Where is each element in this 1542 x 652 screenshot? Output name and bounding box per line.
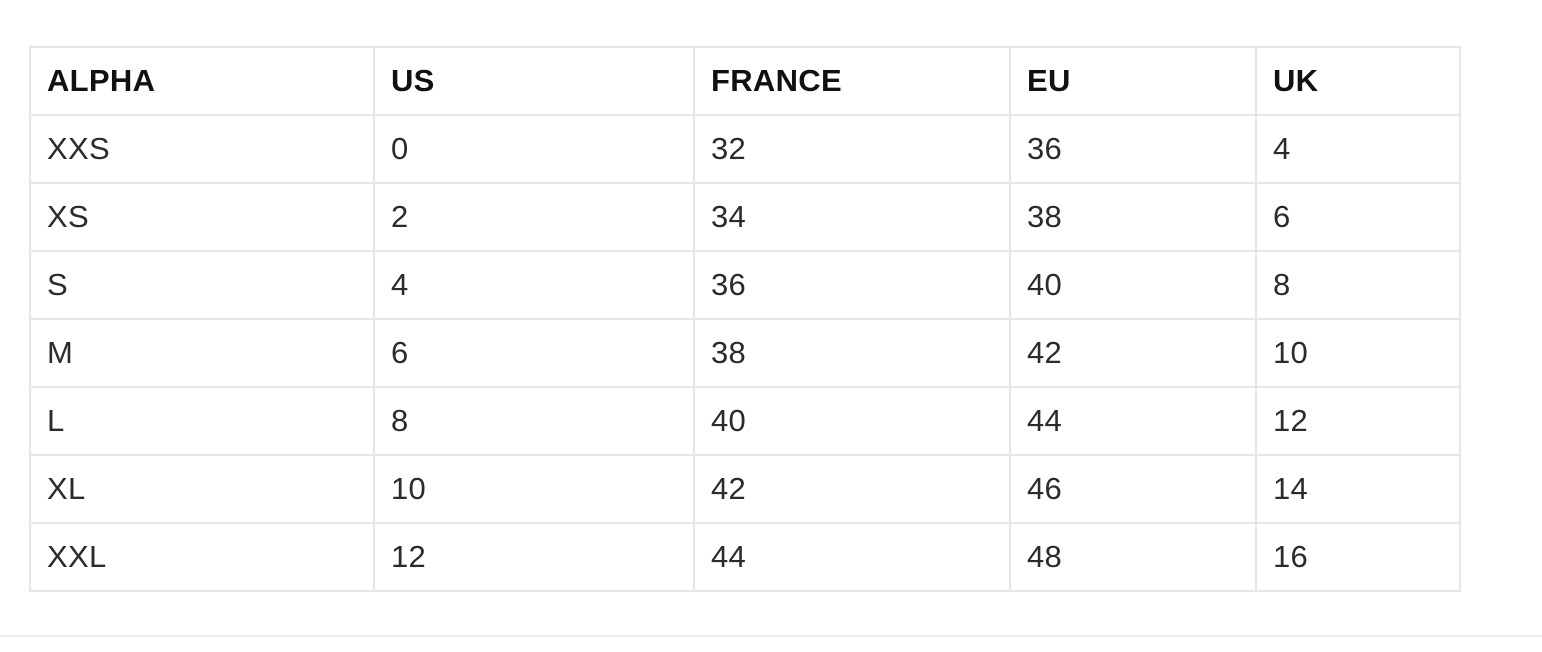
cell-uk: 10 bbox=[1255, 318, 1461, 388]
cell-uk: 4 bbox=[1255, 114, 1461, 184]
cell-france: 38 bbox=[693, 318, 1011, 388]
table-row: XXL 12 44 48 16 bbox=[29, 522, 1461, 592]
header-uk: UK bbox=[1255, 46, 1461, 116]
cell-alpha: M bbox=[29, 318, 375, 388]
cell-france: 44 bbox=[693, 522, 1011, 592]
cell-france: 40 bbox=[693, 386, 1011, 456]
cell-us: 2 bbox=[373, 182, 695, 252]
cell-alpha: XL bbox=[29, 454, 375, 524]
cell-us: 12 bbox=[373, 522, 695, 592]
size-chart-body: XXS 0 32 36 4 XS 2 34 38 6 S 4 36 40 8 bbox=[29, 114, 1461, 592]
cell-eu: 36 bbox=[1009, 114, 1257, 184]
header-us: US bbox=[373, 46, 695, 116]
cell-alpha: XXS bbox=[29, 114, 375, 184]
cell-france: 34 bbox=[693, 182, 1011, 252]
cell-france: 36 bbox=[693, 250, 1011, 320]
cell-france: 32 bbox=[693, 114, 1011, 184]
cell-us: 6 bbox=[373, 318, 695, 388]
header-eu: EU bbox=[1009, 46, 1257, 116]
size-chart-table: ALPHA US FRANCE EU UK XXS 0 32 36 4 XS 2… bbox=[29, 46, 1461, 592]
bottom-divider bbox=[0, 635, 1542, 637]
cell-us: 10 bbox=[373, 454, 695, 524]
cell-alpha: S bbox=[29, 250, 375, 320]
cell-us: 8 bbox=[373, 386, 695, 456]
table-row: L 8 40 44 12 bbox=[29, 386, 1461, 456]
cell-uk: 6 bbox=[1255, 182, 1461, 252]
cell-uk: 14 bbox=[1255, 454, 1461, 524]
cell-us: 0 bbox=[373, 114, 695, 184]
cell-eu: 40 bbox=[1009, 250, 1257, 320]
cell-alpha: XXL bbox=[29, 522, 375, 592]
table-row: XL 10 42 46 14 bbox=[29, 454, 1461, 524]
cell-uk: 8 bbox=[1255, 250, 1461, 320]
cell-uk: 16 bbox=[1255, 522, 1461, 592]
size-chart-header: ALPHA US FRANCE EU UK bbox=[29, 46, 1461, 116]
cell-alpha: L bbox=[29, 386, 375, 456]
table-row: XS 2 34 38 6 bbox=[29, 182, 1461, 252]
header-alpha: ALPHA bbox=[29, 46, 375, 116]
cell-uk: 12 bbox=[1255, 386, 1461, 456]
cell-eu: 42 bbox=[1009, 318, 1257, 388]
cell-eu: 46 bbox=[1009, 454, 1257, 524]
cell-alpha: XS bbox=[29, 182, 375, 252]
cell-us: 4 bbox=[373, 250, 695, 320]
table-row: M 6 38 42 10 bbox=[29, 318, 1461, 388]
cell-eu: 38 bbox=[1009, 182, 1257, 252]
table-row: XXS 0 32 36 4 bbox=[29, 114, 1461, 184]
cell-eu: 44 bbox=[1009, 386, 1257, 456]
header-row: ALPHA US FRANCE EU UK bbox=[29, 46, 1461, 116]
cell-france: 42 bbox=[693, 454, 1011, 524]
header-france: FRANCE bbox=[693, 46, 1011, 116]
cell-eu: 48 bbox=[1009, 522, 1257, 592]
table-row: S 4 36 40 8 bbox=[29, 250, 1461, 320]
